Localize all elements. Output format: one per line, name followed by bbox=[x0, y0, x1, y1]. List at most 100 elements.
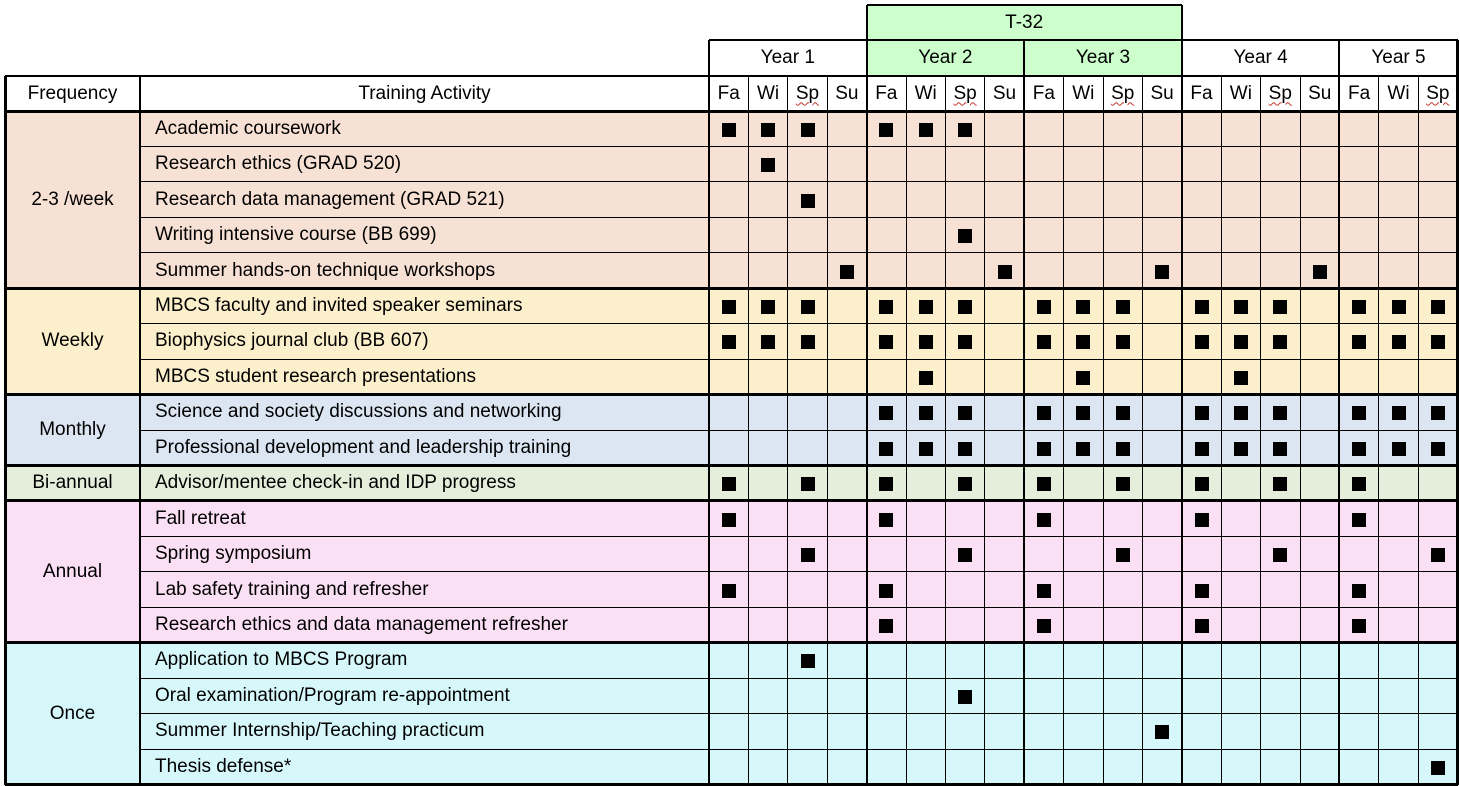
term-header: Su bbox=[827, 76, 866, 111]
activity-marker bbox=[918, 122, 933, 137]
activity-marker bbox=[1273, 548, 1288, 563]
activity-marker bbox=[879, 619, 894, 634]
term-header: Wi bbox=[906, 76, 945, 111]
frequency-label: Once bbox=[49, 702, 96, 724]
activity-marker bbox=[1036, 477, 1051, 492]
grid-line bbox=[787, 76, 789, 785]
grid-line bbox=[140, 252, 1458, 254]
group-separator bbox=[5, 393, 1458, 397]
activity-label: Thesis defense* bbox=[155, 755, 292, 777]
activity-marker bbox=[1115, 441, 1130, 456]
year-separator bbox=[1180, 40, 1183, 785]
grid-line bbox=[984, 76, 986, 785]
activity-marker bbox=[1194, 477, 1209, 492]
activity-marker bbox=[1233, 335, 1248, 350]
activity-marker bbox=[800, 477, 815, 492]
term-header: Su bbox=[1142, 76, 1181, 111]
grid-line bbox=[1220, 76, 1222, 785]
activity-label: Application to MBCS Program bbox=[155, 649, 408, 671]
activity-marker bbox=[1430, 760, 1445, 775]
activity-marker bbox=[1430, 406, 1445, 421]
table-border bbox=[865, 5, 868, 40]
activity-label: Research ethics (GRAD 520) bbox=[155, 153, 402, 175]
activity-marker bbox=[1194, 583, 1209, 598]
activity-label: Academic coursework bbox=[155, 117, 341, 139]
grid-line bbox=[140, 216, 1458, 218]
group-separator bbox=[5, 499, 1458, 503]
group-separator bbox=[5, 641, 1458, 645]
activity-label: MBCS faculty and invited speaker seminar… bbox=[155, 294, 523, 316]
year-header-5: Year 5 bbox=[1371, 47, 1426, 68]
activity-marker bbox=[918, 441, 933, 456]
term-label: Wi bbox=[1229, 82, 1252, 104]
activity-marker bbox=[1391, 335, 1406, 350]
term-header: Fa bbox=[709, 76, 748, 111]
activity-marker bbox=[1352, 441, 1367, 456]
grid-line bbox=[1141, 76, 1143, 785]
activity-marker bbox=[1194, 512, 1209, 527]
grid-line bbox=[1063, 76, 1065, 785]
activity-marker bbox=[1036, 441, 1051, 456]
grid-line bbox=[140, 358, 1458, 360]
activity-marker bbox=[761, 122, 776, 137]
activity-marker bbox=[1036, 583, 1051, 598]
activity-marker bbox=[800, 299, 815, 314]
activity-marker bbox=[1273, 477, 1288, 492]
term-header: Fa bbox=[1339, 76, 1378, 111]
activity-marker bbox=[997, 264, 1012, 279]
activity-label: Lab safety training and refresher bbox=[155, 578, 429, 600]
activity-marker bbox=[800, 122, 815, 137]
term-header: Wi bbox=[748, 76, 787, 111]
table-border bbox=[5, 109, 1458, 113]
grid-line bbox=[944, 76, 946, 785]
term-header: Wi bbox=[1221, 76, 1260, 111]
grid-line bbox=[826, 76, 828, 785]
year-header-2: Year 2 bbox=[918, 47, 973, 68]
grid-line bbox=[1260, 76, 1262, 785]
activity-label: Spring symposium bbox=[155, 543, 312, 565]
table-border bbox=[866, 4, 1182, 6]
activity-marker bbox=[1076, 406, 1091, 421]
activity-marker bbox=[1115, 477, 1130, 492]
activity-label: Advisor/mentee check-in and IDP progress bbox=[155, 472, 516, 494]
activity-marker bbox=[1115, 548, 1130, 563]
activity-marker bbox=[721, 122, 736, 137]
frequency-label: Bi-annual bbox=[32, 472, 113, 494]
table-border bbox=[1455, 40, 1459, 785]
activity-marker bbox=[721, 583, 736, 598]
term-header: Sp bbox=[1418, 76, 1457, 111]
activity-marker bbox=[721, 299, 736, 314]
activity-marker bbox=[1115, 335, 1130, 350]
frequency-header: Frequency bbox=[27, 82, 118, 104]
term-header: Fa bbox=[1182, 76, 1221, 111]
activity-marker bbox=[1233, 299, 1248, 314]
activity-marker bbox=[1233, 441, 1248, 456]
term-label: Su bbox=[1308, 82, 1332, 104]
term-label: Wi bbox=[1387, 82, 1410, 104]
activity-marker bbox=[958, 229, 973, 244]
table-border bbox=[5, 75, 1458, 77]
activity-marker bbox=[1076, 335, 1091, 350]
activity-marker bbox=[1155, 264, 1170, 279]
activity-marker bbox=[1352, 583, 1367, 598]
activity-marker bbox=[958, 441, 973, 456]
activity-label: Oral examination/Program re-appointment bbox=[155, 684, 510, 706]
activity-marker bbox=[958, 335, 973, 350]
activity-marker bbox=[761, 158, 776, 173]
activity-label: Research data management (GRAD 521) bbox=[155, 188, 505, 210]
term-header: Wi bbox=[1379, 76, 1418, 111]
activity-marker bbox=[1273, 299, 1288, 314]
activity-label: Biophysics journal club (BB 607) bbox=[155, 330, 429, 352]
activity-label: Science and society discussions and netw… bbox=[155, 401, 562, 423]
table-border bbox=[709, 39, 1458, 41]
term-label: Sp bbox=[1111, 82, 1135, 104]
activity-marker bbox=[1312, 264, 1327, 279]
grid-line bbox=[140, 748, 1458, 750]
grid-line bbox=[140, 606, 1458, 608]
activity-label: Summer Internship/Teaching practicum bbox=[155, 720, 485, 742]
term-label: Fa bbox=[1347, 82, 1371, 104]
activity-marker bbox=[918, 335, 933, 350]
activity-marker bbox=[879, 512, 894, 527]
term-header: Sp bbox=[1261, 76, 1300, 111]
term-label: Fa bbox=[717, 82, 740, 104]
